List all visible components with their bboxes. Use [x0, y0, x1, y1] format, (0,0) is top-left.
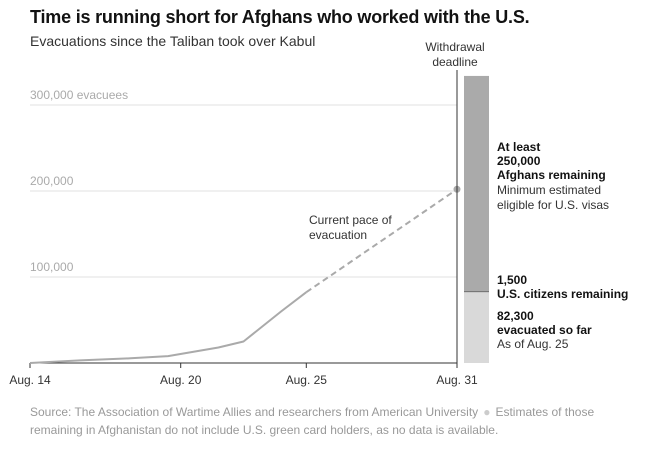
x-tick-label: Aug. 14 [9, 373, 51, 387]
deadline-label-line1: Withdrawal [425, 40, 484, 54]
pace-annotation-line2: evacuation [309, 228, 367, 242]
citizens-label: U.S. citizens remaining [497, 287, 628, 301]
afghans-note-line2: eligible for U.S. visas [497, 198, 609, 212]
y-tick-label: 100,000 [30, 260, 74, 274]
separator-dot-icon: ● [483, 405, 491, 419]
x-tick-label: Aug. 20 [160, 373, 202, 387]
source-note: Source: The Association of Wartime Allie… [30, 403, 630, 439]
evacuation-chart: 100,000 200,000 300,000 evacuees Aug. 14 Aug… [9, 40, 628, 387]
evacuated-note: As of Aug. 25 [497, 337, 569, 351]
afghans-note-line1: Minimum estimated [497, 183, 601, 197]
x-tick-label: Aug. 25 [286, 373, 328, 387]
deadline-label-line2: deadline [432, 55, 478, 69]
y-tick-label: 300,000 evacuees [30, 88, 128, 102]
evacuation-line [29, 291, 307, 364]
stacked-bar-segment [464, 75, 489, 291]
source-text: Source: The Association of Wartime Allie… [30, 405, 479, 419]
x-tick-label: Aug. 31 [436, 373, 478, 387]
pace-annotation-line1: Current pace of [309, 213, 392, 227]
afghans-remaining-label: Afghans remaining [497, 168, 606, 182]
evacuated-count-label: 82,300 [497, 309, 534, 323]
afghans-count-label: 250,000 [497, 154, 541, 168]
projection-line [305, 188, 458, 294]
chart-subtitle: Evacuations since the Taliban took over … [30, 33, 316, 49]
stacked-bar-segment [464, 290, 489, 293]
source-footnote: Estimates of those remaining in Afghanis… [30, 405, 595, 437]
stacked-bar-segment [464, 292, 489, 363]
y-tick-label: 200,000 [30, 174, 74, 188]
afghans-at-least-label: At least [497, 140, 540, 154]
chart-title: Time is running short for Afghans who wo… [30, 7, 530, 27]
citizens-count-label: 1,500 [497, 273, 527, 287]
evacuated-label: evacuated so far [497, 323, 592, 337]
